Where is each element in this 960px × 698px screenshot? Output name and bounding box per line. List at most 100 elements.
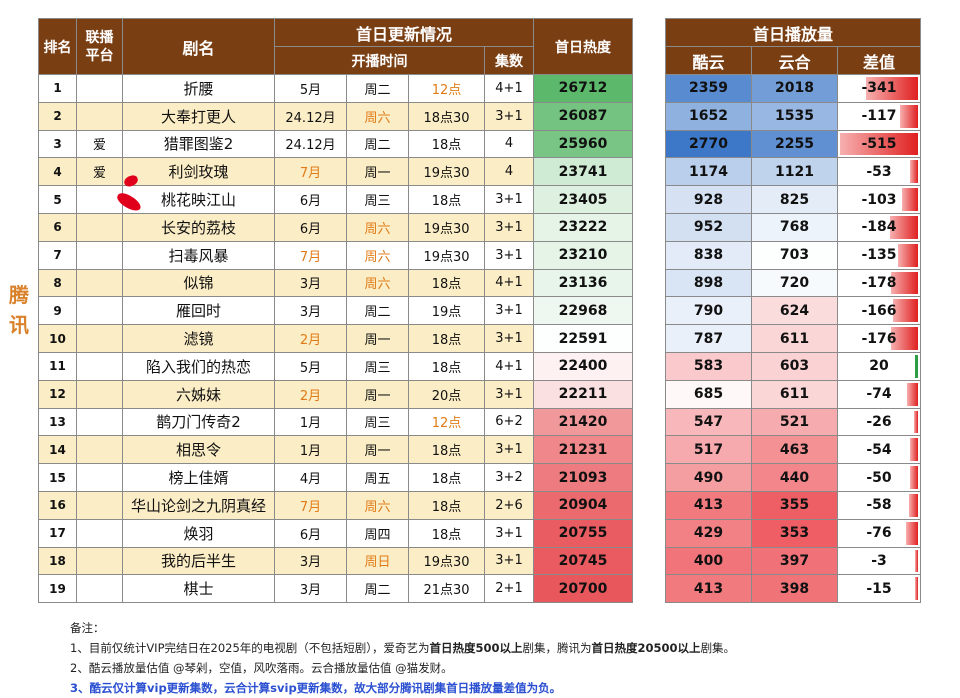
month-cell: 24.12月 — [274, 101, 347, 131]
rank-cell: 5 — [38, 185, 77, 214]
rank-cell: 17 — [38, 518, 77, 548]
episodes-cell: 2+6 — [483, 490, 535, 520]
diff-value: -176 — [861, 330, 897, 347]
table-row: 583 603 20 — [665, 351, 922, 381]
diff-cell: -341 — [836, 74, 922, 103]
heat-cell: 20745 — [533, 546, 634, 576]
yunhe-cell: 611 — [751, 379, 838, 409]
title-cell: 利剑玫瑰 — [122, 157, 275, 187]
diff-bar — [898, 243, 919, 267]
episodes-cell: 3+1 — [483, 379, 535, 409]
episodes-cell: 4 — [483, 157, 535, 187]
note-line-1: 1、目前仅统计VIP完结日在2025年的电视剧（不包括短剧），爱奇艺为首日热度5… — [70, 641, 736, 655]
weekday-cell: 周五 — [346, 463, 409, 492]
title-cell: 棋士 — [122, 574, 275, 604]
month-cell: 6月 — [274, 185, 347, 214]
platform-cell: 爱 — [76, 129, 123, 159]
rank-cell: 9 — [38, 296, 77, 326]
title-cell: 滤镜 — [122, 324, 275, 353]
time-cell: 21点30 — [408, 574, 485, 604]
table-row: 17 焕羽 6月 周四 18点 3+1 20755 — [38, 518, 634, 548]
episodes-cell: 4+1 — [483, 268, 535, 298]
table-row: 10 滤镜 2月 周一 18点 3+1 22591 — [38, 324, 634, 353]
weekday-cell: 周二 — [346, 74, 409, 103]
title-cell: 猎罪图鉴2 — [122, 129, 275, 159]
diff-bar — [910, 466, 919, 489]
diff-bar — [910, 160, 919, 184]
diff-value: -166 — [861, 302, 897, 319]
platform-cell — [76, 351, 123, 381]
weekday-cell: 周三 — [346, 407, 409, 437]
table-row: 1174 1121 -53 — [665, 157, 922, 187]
month-cell: 7月 — [274, 490, 347, 520]
kuyun-cell: 2770 — [665, 129, 752, 159]
platform-cell — [76, 546, 123, 576]
month-cell: 7月 — [274, 240, 347, 270]
header-plays-group: 首日播放量 — [664, 18, 922, 47]
diff-value: -103 — [861, 191, 897, 208]
table-row: 3 爱猎罪图鉴2 24.12月 周二 18点 4 25960 — [38, 129, 634, 159]
diff-cell: -103 — [836, 185, 922, 214]
diff-bar — [910, 438, 919, 462]
title-cell: 桃花映江山 — [122, 185, 275, 214]
diff-value: -15 — [866, 580, 892, 597]
yunhe-cell: 398 — [751, 574, 838, 604]
rank-cell: 1 — [38, 74, 77, 103]
diff-bar — [906, 521, 919, 545]
weekday-cell: 周三 — [346, 185, 409, 214]
kuyun-cell: 400 — [665, 546, 752, 576]
table-row: 12 六姊妹 2月 周一 20点 3+1 22211 — [38, 379, 634, 409]
time-cell: 18点 — [408, 490, 485, 520]
platform-cell: 爱 — [76, 157, 123, 187]
weekday-cell: 周一 — [346, 379, 409, 409]
month-cell: 3月 — [274, 574, 347, 604]
yunhe-cell: 353 — [751, 518, 838, 548]
month-cell: 6月 — [274, 212, 347, 242]
diff-value: -54 — [866, 441, 892, 458]
time-cell: 18点 — [408, 185, 485, 214]
time-cell: 19点30 — [408, 546, 485, 576]
header-platform: 联播平台 — [76, 18, 123, 75]
header-heat: 首日热度 — [533, 18, 634, 75]
kuyun-cell: 547 — [665, 407, 752, 437]
diff-cell: -26 — [836, 407, 922, 437]
title-cell: 雁回时 — [122, 296, 275, 326]
diff-value: -53 — [866, 163, 892, 180]
heat-cell: 23222 — [533, 212, 634, 242]
yunhe-cell: 611 — [751, 324, 838, 353]
weekday-cell: 周六 — [346, 490, 409, 520]
rank-cell: 8 — [38, 268, 77, 298]
heat-cell: 22400 — [533, 351, 634, 381]
diff-cell: -15 — [836, 574, 922, 604]
diff-cell: -53 — [836, 157, 922, 187]
platform-cell — [76, 101, 123, 131]
month-cell: 24.12月 — [274, 129, 347, 159]
diff-cell: -74 — [836, 379, 922, 409]
rank-cell: 19 — [38, 574, 77, 604]
title-cell: 华山论剑之九阴真经 — [122, 490, 275, 520]
yunhe-cell: 2018 — [751, 74, 838, 103]
weekday-cell: 周日 — [346, 546, 409, 576]
table-row: 13 鹊刀门传奇2 1月 周三 12点 6+2 21420 — [38, 407, 634, 437]
rank-cell: 6 — [38, 212, 77, 242]
kuyun-cell: 952 — [665, 212, 752, 242]
time-cell: 12点 — [408, 74, 485, 103]
heat-cell: 21420 — [533, 407, 634, 437]
month-cell: 3月 — [274, 546, 347, 576]
heat-cell: 20904 — [533, 490, 634, 520]
platform-cell — [76, 296, 123, 326]
kuyun-cell: 787 — [665, 324, 752, 353]
platform-cell — [76, 212, 123, 242]
table-row: 790 624 -166 — [665, 296, 922, 326]
header-title: 剧名 — [122, 18, 275, 75]
diff-value: -117 — [861, 108, 897, 125]
kuyun-cell: 898 — [665, 268, 752, 298]
table-row: 400 397 -3 — [665, 546, 922, 576]
episodes-cell: 3+1 — [483, 185, 535, 214]
heat-cell: 20700 — [533, 574, 634, 604]
title-cell: 大奉打更人 — [122, 101, 275, 131]
time-cell: 18点 — [408, 129, 485, 159]
rank-cell: 16 — [38, 490, 77, 520]
episodes-cell: 6+2 — [483, 407, 535, 437]
weekday-cell: 周三 — [346, 351, 409, 381]
